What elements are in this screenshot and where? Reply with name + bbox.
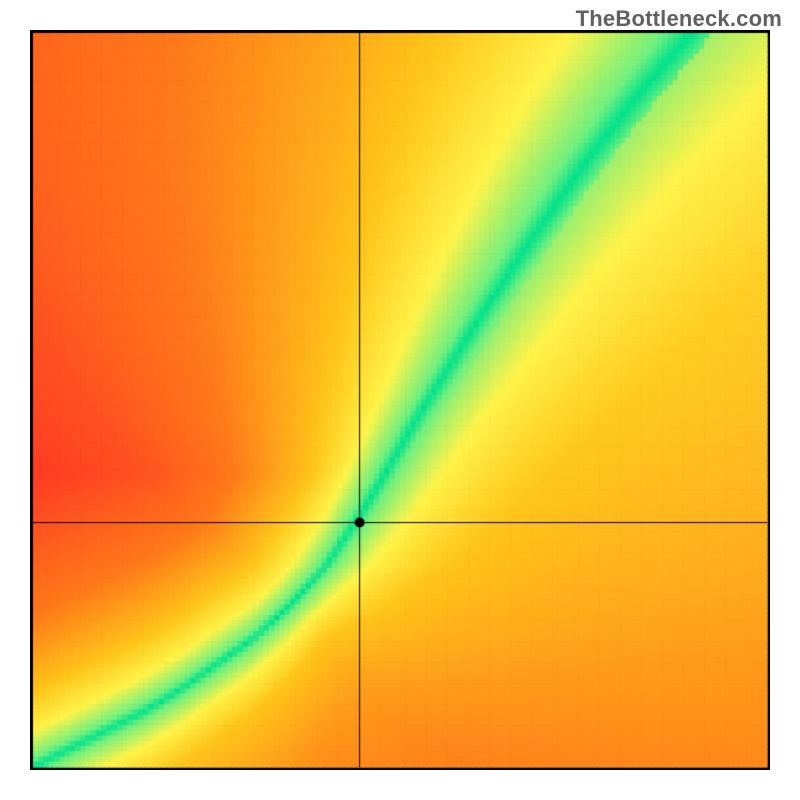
chart-container: { "watermark": { "text": "TheBottleneck.…	[0, 0, 800, 800]
bottleneck-heatmap	[30, 30, 770, 770]
watermark-text: TheBottleneck.com	[576, 6, 782, 32]
